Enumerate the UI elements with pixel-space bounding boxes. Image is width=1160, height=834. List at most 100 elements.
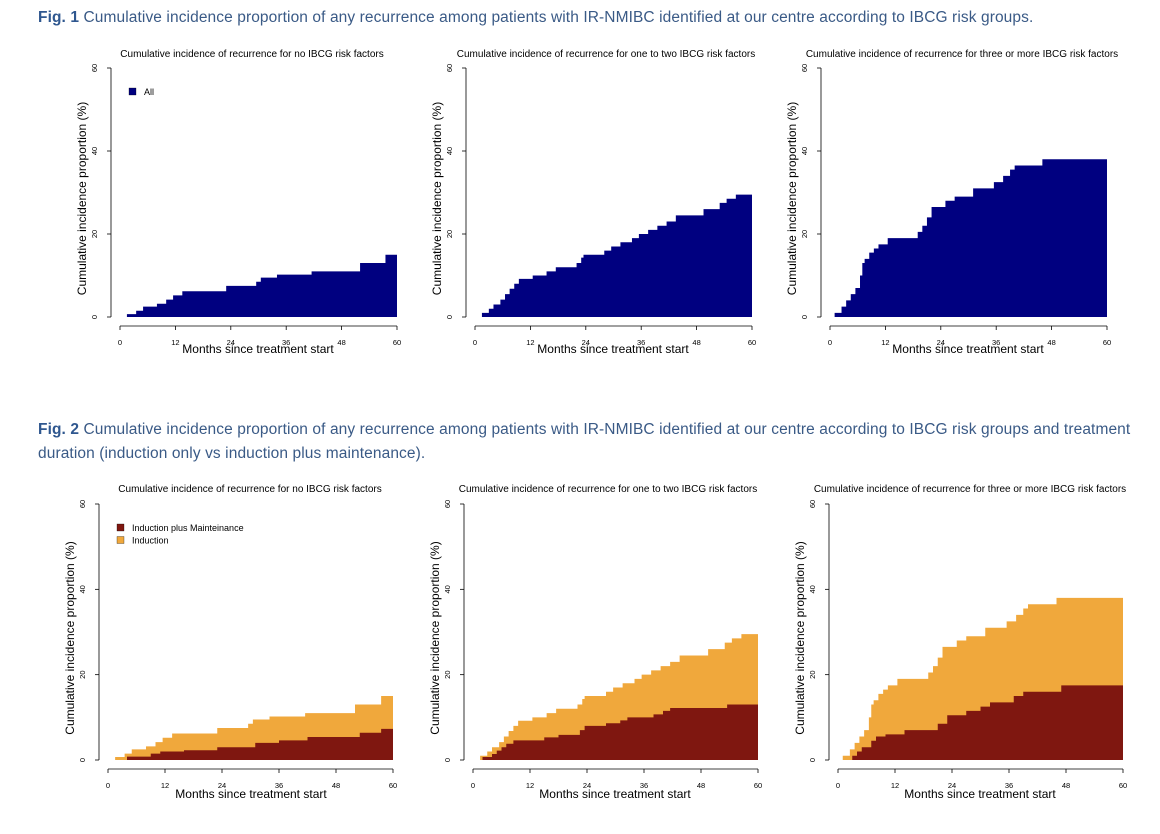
panel-6-x-axis-label: Months since treatment start [904, 787, 1056, 801]
panel-2-y-tick-label-0: 0 [445, 315, 454, 319]
panel-5-y-tick-label-0: 0 [443, 758, 452, 762]
panel-5-x-axis-label: Months since treatment start [539, 787, 691, 801]
panel-1-x-tick-label-12: 12 [171, 338, 179, 347]
panel-6-y-tick-label-20: 20 [808, 670, 817, 678]
panel-4-y-axis-label: Cumulative incidence proportion (%) [63, 541, 77, 734]
panel-2-x-tick-label-48: 48 [692, 338, 700, 347]
panel-3-y-tick-label-0: 0 [800, 315, 809, 319]
panel-5-y-tick-label-60: 60 [443, 500, 452, 508]
panel-5-x-tick-label-12: 12 [526, 781, 534, 790]
panel-5-y-axis-label: Cumulative incidence proportion (%) [428, 541, 442, 734]
panel-6-x-tick-label-24: 24 [948, 781, 956, 790]
panel-1-x-axis-label: Months since treatment start [182, 342, 334, 356]
panel-6-x-tick-label-36: 36 [1005, 781, 1013, 790]
figure-2-caption-text: Cumulative incidence proportion of any r… [38, 421, 1131, 462]
panel-4-y-tick-label-60: 60 [78, 500, 87, 508]
panel-5-series-induction-plus-mainteinance [482, 704, 758, 760]
panel-3-x-tick-label-0: 0 [828, 338, 832, 347]
panel-5-title: Cumulative incidence of recurrence for o… [459, 484, 757, 495]
panel-5-y-tick-label-20: 20 [443, 670, 452, 678]
panel-2-x-tick-label-60: 60 [748, 338, 756, 347]
panel-1-x-tick-label-48: 48 [337, 338, 345, 347]
panel-5-x-tick-label-60: 60 [754, 781, 762, 790]
panel-5-x-tick-label-36: 36 [640, 781, 648, 790]
panel-1-y-tick-label-40: 40 [90, 147, 99, 155]
panel-2-x-tick-label-12: 12 [526, 338, 534, 347]
panel-4-y-tick-label-40: 40 [78, 585, 87, 593]
panel-2-y-tick-label-60: 60 [445, 64, 454, 72]
panel-6-y-tick-label-0: 0 [808, 758, 817, 762]
panel-3-x-tick-label-24: 24 [937, 338, 945, 347]
panel-2-x-tick-label-36: 36 [637, 338, 645, 347]
figure-2-label: Fig. 2 [38, 421, 80, 438]
panel-3-x-tick-label-12: 12 [881, 338, 889, 347]
panel-6-y-tick-label-40: 40 [808, 585, 817, 593]
panel-3-y-tick-label-60: 60 [800, 64, 809, 72]
panel-3-x-axis-label: Months since treatment start [892, 342, 1044, 356]
panel-2-y-tick-label-20: 20 [445, 230, 454, 238]
panel-4-legend-swatch-induction [116, 536, 125, 544]
panel-4-x-tick-label-60: 60 [389, 781, 397, 790]
figure-1-caption: Fig. 1 Cumulative incidence proportion o… [38, 6, 1138, 30]
panel-3-x-tick-label-36: 36 [992, 338, 1000, 347]
panel-1-legend-label-all: All [144, 87, 154, 97]
panel-3-x-tick-label-48: 48 [1047, 338, 1055, 347]
panel-6-x-tick-label-12: 12 [891, 781, 899, 790]
panel-4-x-tick-label-36: 36 [275, 781, 283, 790]
panel-3-y-tick-label-40: 40 [800, 147, 809, 155]
figure-1-caption-text: Cumulative incidence proportion of any r… [83, 9, 1034, 26]
panel-4-legend-label-induction-plus-mainteinance: Induction plus Mainteinance [132, 523, 244, 533]
panel-1-x-tick-label-0: 0 [118, 338, 122, 347]
panel-1-title: Cumulative incidence of recurrence for n… [120, 49, 383, 60]
panel-1-x-tick-label-60: 60 [393, 338, 401, 347]
panel-6-y-tick-label-60: 60 [808, 500, 817, 508]
panel-6-x-tick-label-60: 60 [1119, 781, 1127, 790]
panel-6-y-axis-label: Cumulative incidence proportion (%) [793, 541, 807, 734]
panel-2-x-tick-label-24: 24 [582, 338, 590, 347]
panel-1-y-tick-label-60: 60 [90, 64, 99, 72]
panel-4-x-tick-label-48: 48 [332, 781, 340, 790]
panel-4-x-tick-label-12: 12 [161, 781, 169, 790]
panel-6-x-tick-label-48: 48 [1062, 781, 1070, 790]
panel-2-y-tick-label-40: 40 [445, 147, 454, 155]
panel-4-x-tick-label-24: 24 [218, 781, 226, 790]
panel-2-title: Cumulative incidence of recurrence for o… [457, 49, 755, 60]
panel-1-y-axis-label: Cumulative incidence proportion (%) [75, 102, 89, 295]
panel-2-x-axis-label: Months since treatment start [537, 342, 689, 356]
panel-4-y-tick-label-20: 20 [78, 670, 87, 678]
panel-1-y-tick-label-20: 20 [90, 230, 99, 238]
panel-3-y-tick-label-20: 20 [800, 230, 809, 238]
panel-6-x-tick-label-0: 0 [836, 781, 840, 790]
panel-5-x-tick-label-0: 0 [471, 781, 475, 790]
panel-1-x-tick-label-36: 36 [282, 338, 290, 347]
panel-1-x-tick-label-24: 24 [227, 338, 235, 347]
panel-4-legend-label-induction: Induction [132, 536, 169, 546]
panel-3-series-all [834, 159, 1107, 317]
panel-4-x-axis-label: Months since treatment start [175, 787, 327, 801]
panel-1-series-all [126, 254, 398, 317]
panel-5-x-tick-label-48: 48 [697, 781, 705, 790]
panel-4-x-tick-label-0: 0 [106, 781, 110, 790]
panel-1-y-tick-label-0: 0 [90, 315, 99, 319]
panel-3-x-tick-label-60: 60 [1103, 338, 1111, 347]
panel-4-series-induction-plus-mainteinance [127, 728, 393, 760]
figure-2-caption: Fig. 2 Cumulative incidence proportion o… [38, 418, 1138, 466]
panel-2-y-axis-label: Cumulative incidence proportion (%) [430, 102, 444, 295]
panel-3-title: Cumulative incidence of recurrence for t… [806, 49, 1118, 60]
panel-4-legend-swatch-induction-plus-mainteinance [116, 523, 125, 532]
panel-5-x-tick-label-24: 24 [583, 781, 591, 790]
panel-2-x-tick-label-0: 0 [473, 338, 477, 347]
panel-1-legend-swatch-all [128, 87, 137, 96]
panel-3-y-axis-label: Cumulative incidence proportion (%) [785, 102, 799, 295]
panel-5-y-tick-label-40: 40 [443, 585, 452, 593]
panel-6-title: Cumulative incidence of recurrence for t… [814, 484, 1126, 495]
panel-4-title: Cumulative incidence of recurrence for n… [118, 484, 381, 495]
panel-6-series-induction-plus-mainteinance [852, 685, 1123, 760]
panel-4-y-tick-label-0: 0 [78, 758, 87, 762]
